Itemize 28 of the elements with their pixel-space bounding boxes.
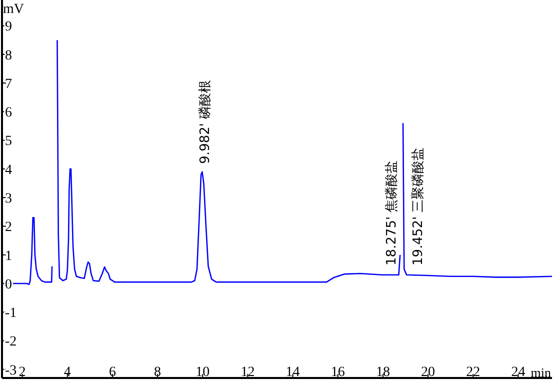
y-tick-label: 4 [5, 162, 12, 178]
y-tick-label: 7 [5, 76, 12, 92]
annotation: 19.452' 三聚磷酸盐 [411, 147, 426, 266]
x-tick-label: 18 [376, 365, 390, 380]
annotation: 18.275' 焦磷酸盐 [384, 160, 400, 266]
x-tick-label: 20 [421, 365, 436, 380]
x-tick-label: 22 [466, 365, 480, 380]
y-tick-label: 3 [5, 191, 12, 206]
y-tick-label: -1 [5, 306, 17, 322]
y-tick-label: 1 [5, 248, 12, 264]
y-tick-label: 2 [5, 220, 12, 236]
y-tick-label: 9 [5, 20, 12, 35]
x-tick-label: 14 [286, 365, 300, 380]
x-tick-label: 4 [64, 365, 71, 380]
x-tick-label: 24 [511, 365, 526, 380]
annotation: 9.982' 磷酸根 [198, 80, 213, 164]
y-tick-label: -3 [5, 363, 17, 378]
x-axis-title: min [530, 365, 552, 380]
y-tick-label: 6 [5, 106, 12, 121]
y-tick-label: -2 [5, 334, 17, 350]
x-tick-label: 12 [240, 365, 255, 380]
y-tick-label: 5 [5, 134, 12, 150]
y-tick-label: 8 [5, 48, 12, 64]
x-tick-label: 10 [196, 365, 210, 380]
x-tick-label: 6 [108, 365, 116, 380]
y-axis-title: mV [3, 2, 24, 17]
x-tick-label: 16 [330, 365, 345, 380]
x-tick-label: 8 [154, 365, 162, 380]
